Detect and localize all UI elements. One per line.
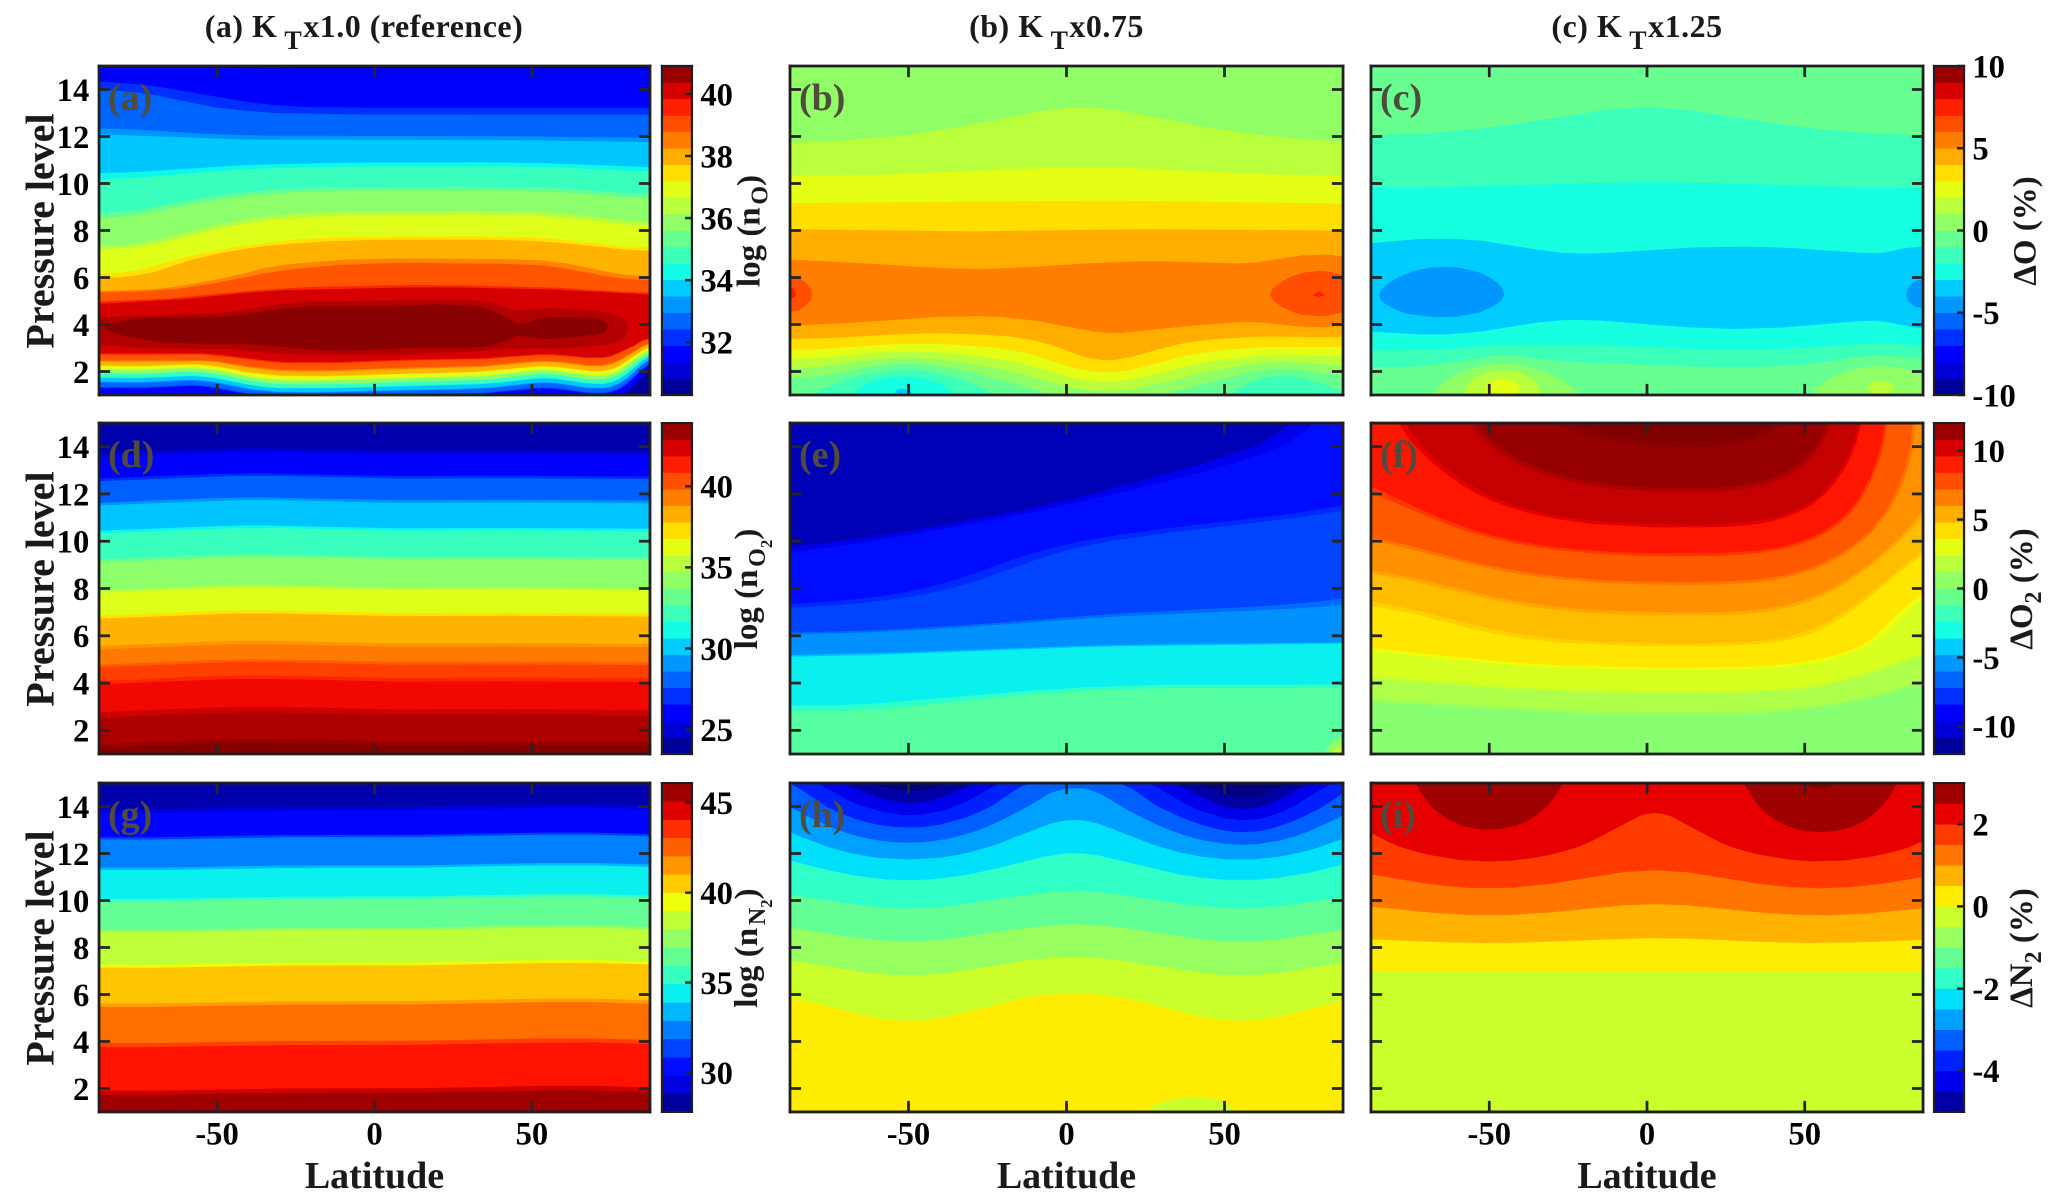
svg-text:5: 5 xyxy=(1972,503,1988,539)
svg-text:30: 30 xyxy=(700,1056,733,1092)
svg-text:0: 0 xyxy=(1972,890,1988,926)
svg-text:6: 6 xyxy=(73,978,89,1014)
svg-text:14: 14 xyxy=(57,73,90,109)
svg-text:12: 12 xyxy=(57,837,90,873)
svg-text:8: 8 xyxy=(73,572,89,608)
svg-text:25: 25 xyxy=(700,713,733,749)
svg-text:34: 34 xyxy=(700,263,733,299)
svg-text:2: 2 xyxy=(73,714,89,750)
svg-text:50: 50 xyxy=(1788,1116,1821,1152)
svg-text:2: 2 xyxy=(73,355,89,391)
svg-text:-50: -50 xyxy=(1468,1116,1512,1152)
svg-text:8: 8 xyxy=(73,931,89,967)
svg-text:14: 14 xyxy=(57,790,90,826)
svg-text:-10: -10 xyxy=(1972,378,2016,414)
svg-text:0: 0 xyxy=(1972,214,1988,250)
svg-text:6: 6 xyxy=(73,261,89,297)
svg-text:-5: -5 xyxy=(1972,296,1999,332)
svg-text:10: 10 xyxy=(1972,434,2005,470)
svg-text:4: 4 xyxy=(73,1025,89,1061)
svg-text:36: 36 xyxy=(700,201,733,237)
svg-text:10: 10 xyxy=(57,884,90,920)
svg-text:-50: -50 xyxy=(887,1116,931,1152)
svg-text:-2: -2 xyxy=(1972,972,1999,1008)
svg-text:50: 50 xyxy=(1208,1116,1241,1152)
svg-text:2: 2 xyxy=(73,1072,89,1108)
svg-text:10: 10 xyxy=(57,167,90,203)
svg-text:10: 10 xyxy=(57,525,90,561)
svg-text:6: 6 xyxy=(73,619,89,655)
svg-text:0: 0 xyxy=(366,1116,382,1152)
svg-text:10: 10 xyxy=(1972,49,2005,85)
svg-text:32: 32 xyxy=(700,326,733,362)
svg-text:38: 38 xyxy=(700,139,733,175)
svg-text:35: 35 xyxy=(700,551,733,587)
svg-text:50: 50 xyxy=(516,1116,549,1152)
svg-text:40: 40 xyxy=(700,470,733,506)
svg-text:4: 4 xyxy=(73,666,89,702)
svg-text:-10: -10 xyxy=(1972,710,2016,746)
svg-text:5: 5 xyxy=(1972,132,1988,168)
svg-text:0: 0 xyxy=(1972,572,1988,608)
svg-text:45: 45 xyxy=(700,786,733,822)
svg-text:40: 40 xyxy=(700,876,733,912)
svg-text:30: 30 xyxy=(700,632,733,668)
svg-text:-50: -50 xyxy=(195,1116,239,1152)
svg-text:0: 0 xyxy=(1058,1116,1074,1152)
svg-text:0: 0 xyxy=(1639,1116,1655,1152)
svg-text:4: 4 xyxy=(73,308,89,344)
svg-text:12: 12 xyxy=(57,120,90,156)
svg-text:8: 8 xyxy=(73,214,89,250)
svg-text:35: 35 xyxy=(700,966,733,1002)
svg-text:-5: -5 xyxy=(1972,641,1999,677)
svg-text:2: 2 xyxy=(1972,807,1988,843)
svg-text:40: 40 xyxy=(700,77,733,113)
svg-text:12: 12 xyxy=(57,477,90,513)
svg-text:14: 14 xyxy=(57,430,90,466)
svg-text:-4: -4 xyxy=(1972,1054,1999,1090)
